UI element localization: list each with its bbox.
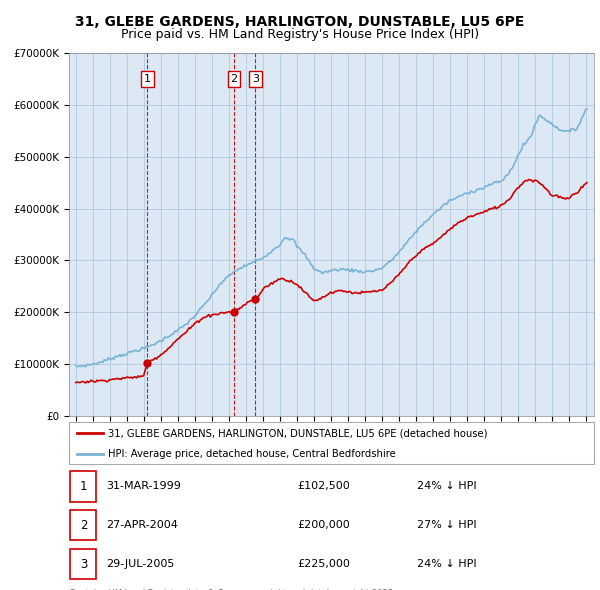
Text: 2: 2: [80, 519, 87, 532]
Text: 24% ↓ HPI: 24% ↓ HPI: [417, 481, 476, 491]
Text: 31, GLEBE GARDENS, HARLINGTON, DUNSTABLE, LU5 6PE (detached house): 31, GLEBE GARDENS, HARLINGTON, DUNSTABLE…: [109, 428, 488, 438]
Text: Price paid vs. HM Land Registry's House Price Index (HPI): Price paid vs. HM Land Registry's House …: [121, 28, 479, 41]
Text: £102,500: £102,500: [297, 481, 350, 491]
Text: 27-APR-2004: 27-APR-2004: [106, 520, 178, 530]
Text: 29-JUL-2005: 29-JUL-2005: [106, 559, 175, 569]
Text: 31, GLEBE GARDENS, HARLINGTON, DUNSTABLE, LU5 6PE: 31, GLEBE GARDENS, HARLINGTON, DUNSTABLE…: [76, 15, 524, 29]
Text: 24% ↓ HPI: 24% ↓ HPI: [417, 559, 476, 569]
Text: 3: 3: [252, 74, 259, 84]
Text: 2: 2: [230, 74, 238, 84]
Text: Contains HM Land Registry data © Crown copyright and database right 2025.: Contains HM Land Registry data © Crown c…: [69, 589, 395, 590]
Text: 3: 3: [80, 558, 87, 571]
Text: 1: 1: [80, 480, 87, 493]
Text: £225,000: £225,000: [297, 559, 350, 569]
Text: £200,000: £200,000: [297, 520, 350, 530]
Text: 1: 1: [144, 74, 151, 84]
Text: HPI: Average price, detached house, Central Bedfordshire: HPI: Average price, detached house, Cent…: [109, 449, 396, 458]
Text: 27% ↓ HPI: 27% ↓ HPI: [417, 520, 476, 530]
Text: 31-MAR-1999: 31-MAR-1999: [106, 481, 181, 491]
